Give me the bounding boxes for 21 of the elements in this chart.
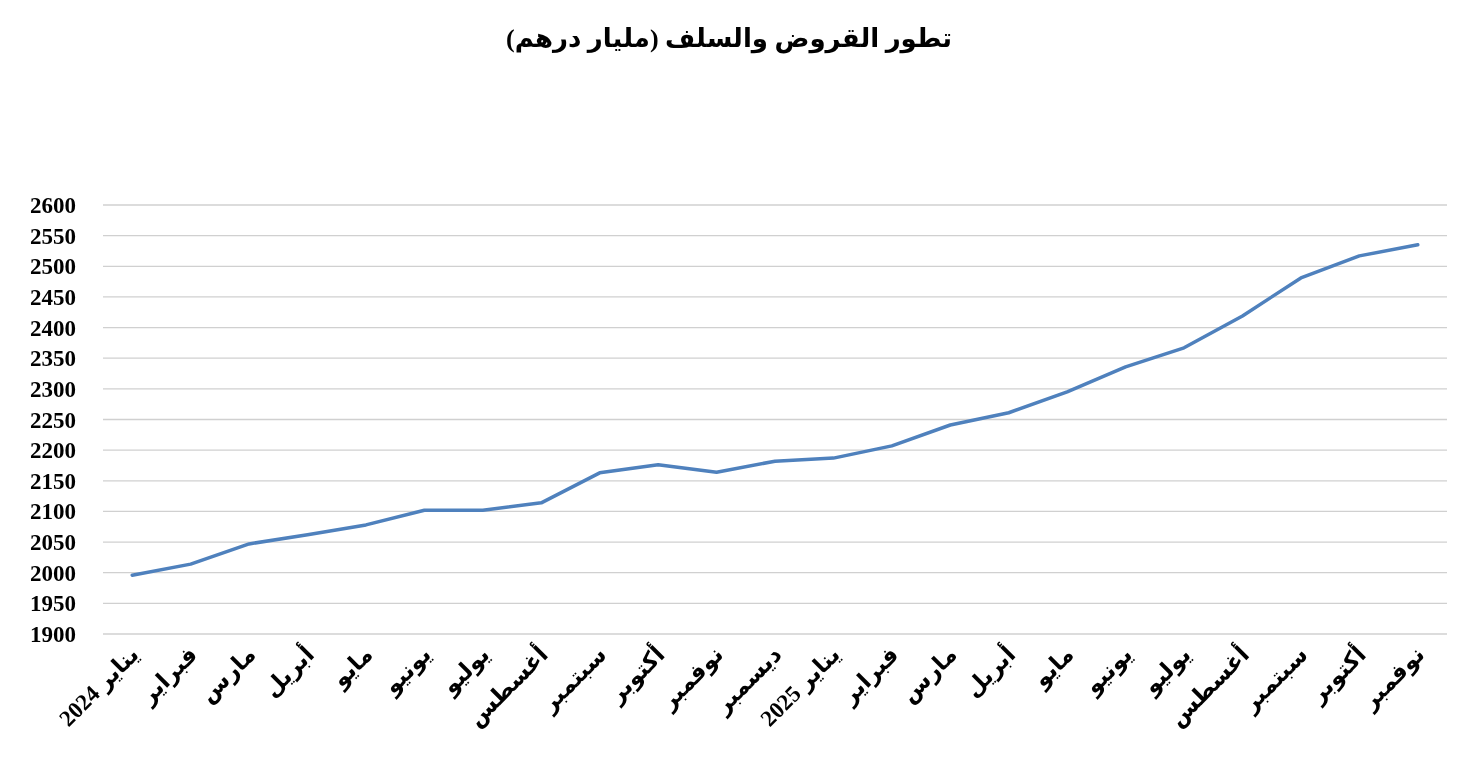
y-tick-label: 2200: [30, 438, 76, 464]
x-tick-label: يونيو: [378, 641, 437, 701]
y-tick-label: 2000: [30, 560, 76, 586]
x-tick-label: يونيو: [1079, 641, 1138, 701]
chart-title: تطور القروض والسلف (مليار درهم): [505, 24, 953, 54]
x-tick-label: مايو: [326, 641, 379, 694]
y-tick-label: 2500: [30, 254, 76, 280]
y-tick-label: 2250: [30, 407, 76, 433]
y-tick-label: 2400: [30, 315, 76, 341]
y-tick-label: 2050: [30, 530, 76, 556]
y-tick-label: 2150: [30, 468, 76, 494]
x-tick-label: مايو: [1027, 641, 1080, 694]
y-tick-label: 2600: [30, 193, 76, 218]
y-tick-label: 2100: [30, 499, 76, 525]
y-tick-label: 2300: [30, 376, 76, 402]
y-tick-label: 1950: [30, 591, 76, 617]
y-tick-label: 2350: [30, 346, 76, 372]
x-tick-label: أبريل: [256, 639, 320, 703]
y-tick-label: 2550: [30, 223, 76, 249]
line-series: [130, 243, 1420, 577]
y-tick-label: 2450: [30, 284, 76, 310]
